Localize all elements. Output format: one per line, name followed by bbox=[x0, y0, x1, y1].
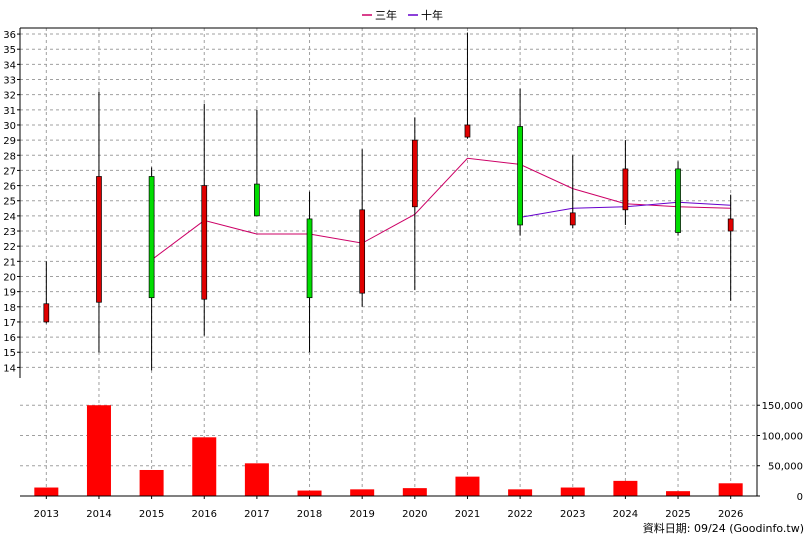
volume-bar bbox=[455, 476, 480, 496]
candle-body bbox=[359, 209, 366, 294]
year-tick-label: 2015 bbox=[139, 509, 164, 520]
volume-tick-label: 150,000 bbox=[762, 401, 803, 412]
price-tick-label: 36 bbox=[3, 30, 16, 41]
volume-bar bbox=[139, 469, 164, 496]
price-tick-label: 20 bbox=[3, 272, 16, 283]
price-tick-label: 15 bbox=[3, 348, 16, 359]
volume-bar bbox=[86, 405, 111, 496]
price-tick-label: 22 bbox=[3, 242, 16, 253]
candle-body bbox=[254, 183, 260, 217]
volume-bars bbox=[34, 405, 743, 496]
average-lines bbox=[151, 157, 731, 261]
volume-bar bbox=[402, 488, 427, 496]
volume-tick-label: 100,000 bbox=[762, 431, 803, 442]
candles bbox=[43, 32, 734, 371]
price-tick-label: 35 bbox=[3, 45, 16, 56]
volume-bar bbox=[34, 487, 59, 496]
year-tick-label: 2020 bbox=[402, 509, 427, 520]
year-tick-label: 2017 bbox=[244, 509, 269, 520]
year-tick-label: 2021 bbox=[455, 509, 480, 520]
candle-body bbox=[727, 218, 734, 232]
price-tick-label: 32 bbox=[3, 91, 16, 102]
volume-bar bbox=[666, 491, 691, 496]
price-tick-label: 14 bbox=[3, 363, 16, 374]
year-tick-label: 2024 bbox=[613, 509, 638, 520]
year-tick-label: 2019 bbox=[349, 509, 374, 520]
volume-bar bbox=[297, 490, 322, 496]
candle-body bbox=[96, 176, 102, 303]
candle-body bbox=[517, 126, 523, 226]
volume-bar bbox=[244, 463, 269, 496]
year-tick-label: 2018 bbox=[297, 509, 322, 520]
candle-body bbox=[464, 124, 471, 138]
average-line bbox=[151, 157, 731, 261]
year-tick-label: 2016 bbox=[192, 509, 217, 520]
candle-body bbox=[201, 185, 208, 300]
price-tick-label: 29 bbox=[3, 136, 16, 147]
price-tick-label: 16 bbox=[3, 333, 16, 344]
candle-body bbox=[148, 176, 155, 299]
volume-bar bbox=[508, 489, 533, 496]
candle-body bbox=[622, 168, 629, 211]
year-tick-label: 2025 bbox=[665, 509, 690, 520]
legend-label-10yr: 十年 bbox=[421, 8, 443, 22]
candle-body bbox=[411, 139, 418, 208]
volume-bar bbox=[718, 483, 743, 496]
price-tick-label: 27 bbox=[3, 166, 16, 177]
volume-bar bbox=[350, 489, 375, 496]
data-date-footer: 資料日期: 09/24 (Goodinfo.tw) bbox=[643, 521, 804, 535]
volume-bar bbox=[560, 487, 585, 496]
volume-tick-label: 50,000 bbox=[768, 462, 803, 473]
price-tick-label: 25 bbox=[3, 197, 16, 208]
axes: 1415161718192021222324252627282930313233… bbox=[3, 27, 803, 520]
price-tick-label: 26 bbox=[3, 182, 16, 193]
legend: 三年 十年 bbox=[362, 8, 443, 22]
year-tick-label: 2014 bbox=[86, 509, 111, 520]
candle-body bbox=[306, 218, 313, 299]
price-tick-label: 19 bbox=[3, 288, 16, 299]
price-tick-label: 31 bbox=[3, 106, 16, 117]
candle-body bbox=[569, 212, 576, 226]
price-tick-label: 24 bbox=[3, 212, 16, 223]
price-tick-label: 23 bbox=[3, 227, 16, 238]
price-tick-label: 17 bbox=[3, 318, 16, 329]
year-tick-label: 2013 bbox=[34, 509, 59, 520]
volume-bar bbox=[192, 437, 217, 496]
candle-body bbox=[675, 168, 681, 233]
price-tick-label: 34 bbox=[3, 60, 16, 71]
legend-label-3yr: 三年 bbox=[375, 8, 397, 22]
price-tick-label: 30 bbox=[3, 121, 16, 132]
year-tick-label: 2022 bbox=[507, 509, 532, 520]
price-tick-label: 21 bbox=[3, 257, 16, 268]
year-tick-label: 2023 bbox=[560, 509, 585, 520]
volume-bar bbox=[613, 480, 638, 496]
year-tick-label: 2026 bbox=[718, 509, 743, 520]
price-tick-label: 18 bbox=[3, 303, 16, 314]
price-tick-label: 33 bbox=[3, 76, 16, 87]
candle-body bbox=[43, 303, 50, 323]
grid bbox=[20, 28, 757, 496]
price-tick-label: 28 bbox=[3, 151, 16, 162]
volume-tick-label: 0 bbox=[797, 492, 803, 503]
